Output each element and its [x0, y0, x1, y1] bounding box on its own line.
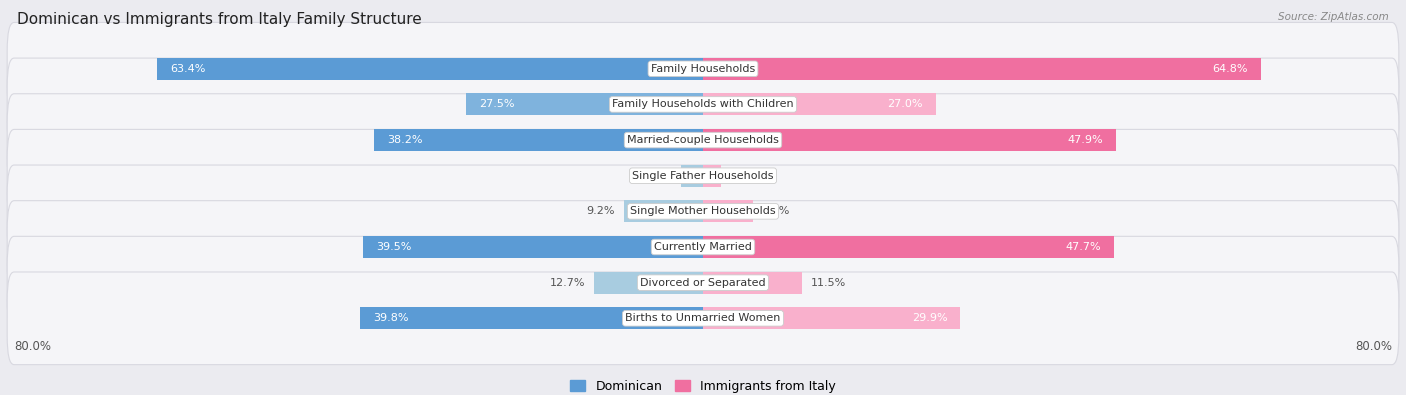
Bar	[703, 200, 754, 222]
Text: 39.5%: 39.5%	[375, 242, 411, 252]
Bar	[703, 58, 1261, 80]
Text: 63.4%: 63.4%	[170, 64, 205, 74]
Bar	[374, 129, 703, 151]
Text: Single Mother Households: Single Mother Households	[630, 206, 776, 216]
Text: Currently Married: Currently Married	[654, 242, 752, 252]
Bar	[157, 58, 703, 80]
Bar	[703, 307, 960, 329]
FancyBboxPatch shape	[7, 165, 1399, 258]
Text: 47.9%: 47.9%	[1067, 135, 1102, 145]
Bar	[703, 272, 801, 294]
Bar	[703, 236, 1114, 258]
Text: Divorced or Separated: Divorced or Separated	[640, 278, 766, 288]
Text: 12.7%: 12.7%	[550, 278, 585, 288]
Bar	[593, 272, 703, 294]
Legend: Dominican, Immigrants from Italy: Dominican, Immigrants from Italy	[565, 375, 841, 395]
Text: 27.5%: 27.5%	[479, 100, 515, 109]
FancyBboxPatch shape	[7, 94, 1399, 186]
Text: Married-couple Households: Married-couple Households	[627, 135, 779, 145]
Bar	[703, 129, 1115, 151]
Text: Births to Unmarried Women: Births to Unmarried Women	[626, 313, 780, 324]
FancyBboxPatch shape	[7, 23, 1399, 115]
Text: 5.8%: 5.8%	[762, 206, 790, 216]
Bar	[360, 307, 703, 329]
Bar	[467, 93, 703, 115]
Text: 29.9%: 29.9%	[912, 313, 948, 324]
FancyBboxPatch shape	[7, 201, 1399, 293]
Bar	[703, 93, 935, 115]
Bar	[363, 236, 703, 258]
FancyBboxPatch shape	[7, 236, 1399, 329]
Text: 39.8%: 39.8%	[373, 313, 409, 324]
Bar	[624, 200, 703, 222]
Text: 80.0%: 80.0%	[14, 340, 51, 354]
Text: Single Father Households: Single Father Households	[633, 171, 773, 181]
Text: 27.0%: 27.0%	[887, 100, 922, 109]
FancyBboxPatch shape	[7, 130, 1399, 222]
Text: 2.1%: 2.1%	[730, 171, 758, 181]
Text: 80.0%: 80.0%	[1355, 340, 1392, 354]
FancyBboxPatch shape	[7, 58, 1399, 151]
Bar	[682, 165, 703, 187]
Text: 11.5%: 11.5%	[811, 278, 846, 288]
Text: Dominican vs Immigrants from Italy Family Structure: Dominican vs Immigrants from Italy Famil…	[17, 12, 422, 27]
Bar	[703, 165, 721, 187]
Text: Family Households with Children: Family Households with Children	[612, 100, 794, 109]
Text: 47.7%: 47.7%	[1066, 242, 1101, 252]
Text: 38.2%: 38.2%	[387, 135, 422, 145]
FancyBboxPatch shape	[7, 272, 1399, 365]
Text: 9.2%: 9.2%	[586, 206, 616, 216]
Text: 64.8%: 64.8%	[1212, 64, 1249, 74]
Text: Source: ZipAtlas.com: Source: ZipAtlas.com	[1278, 12, 1389, 22]
Text: 2.5%: 2.5%	[644, 171, 673, 181]
Text: Family Households: Family Households	[651, 64, 755, 74]
